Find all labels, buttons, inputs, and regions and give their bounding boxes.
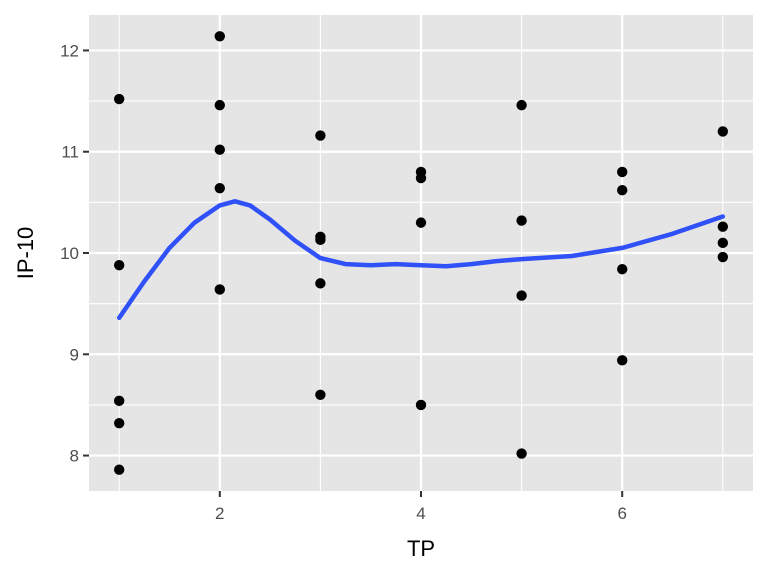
data-point — [516, 99, 527, 111]
data-point — [516, 215, 527, 226]
y-axis-title: IP-10 — [13, 227, 38, 280]
data-point — [415, 399, 427, 411]
data-point — [617, 355, 628, 366]
data-point — [315, 278, 326, 289]
data-point — [214, 182, 225, 194]
data-point — [617, 264, 628, 275]
data-point — [717, 237, 729, 249]
data-point — [717, 221, 729, 232]
data-point — [113, 93, 125, 105]
data-point — [113, 259, 125, 271]
data-point — [315, 130, 326, 141]
points-layer — [113, 31, 729, 475]
data-point — [415, 172, 427, 184]
y-tick-label: 10 — [60, 244, 79, 263]
data-point — [415, 217, 427, 228]
grid-layer — [89, 15, 753, 491]
x-tick-label: 4 — [416, 504, 425, 523]
axis-layer: 2 4 6 8 9 10 11 12 — [60, 41, 627, 523]
data-point — [717, 251, 729, 263]
data-point — [315, 389, 326, 400]
data-point — [617, 166, 628, 178]
data-point — [214, 284, 225, 295]
y-tick-label: 12 — [60, 41, 79, 60]
x-tick-label: 6 — [617, 504, 626, 523]
data-point — [516, 448, 527, 459]
data-point — [113, 395, 125, 407]
data-point — [315, 234, 326, 246]
y-tick-label: 11 — [61, 143, 79, 162]
x-tick-label: 2 — [215, 504, 224, 523]
data-point — [113, 417, 125, 429]
data-point — [617, 185, 628, 196]
y-tick-label: 9 — [70, 345, 79, 364]
smooth-line — [116, 199, 726, 321]
data-point — [214, 144, 225, 155]
y-tick-label: 8 — [70, 447, 79, 466]
data-point — [717, 126, 729, 137]
data-point — [516, 290, 527, 301]
data-point — [214, 31, 225, 42]
x-axis-title: TP — [407, 536, 435, 561]
data-point — [214, 99, 225, 111]
data-point — [113, 464, 125, 475]
